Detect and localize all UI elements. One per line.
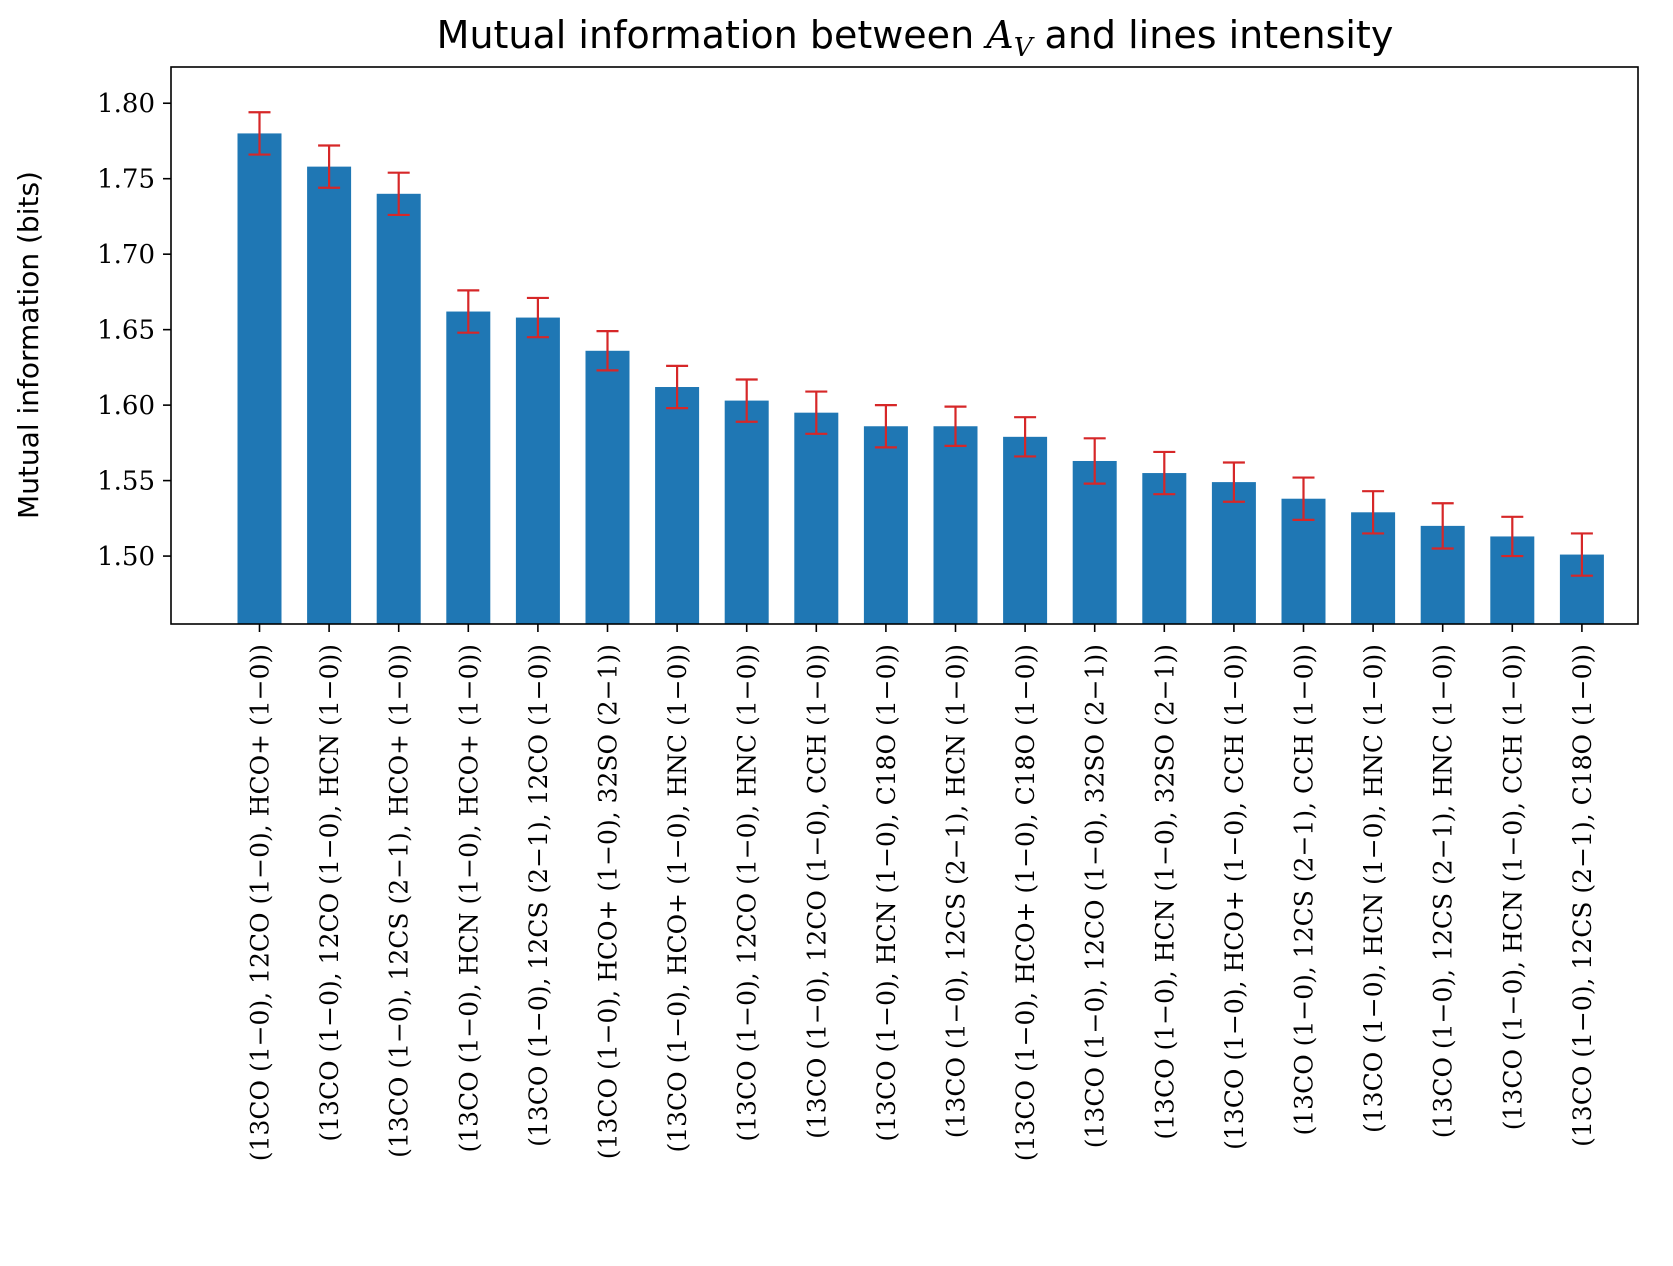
x-tick-label-18: (13CO (1−0), 12CS (2−1), HNC (1−0)): [1429, 644, 1458, 1138]
x-tick-label-15: (13CO (1−0), HCO+ (1−0), CCH (1−0)): [1220, 644, 1249, 1150]
bar-15: [1211, 482, 1256, 624]
bar-7: [655, 387, 700, 624]
error-bar-20: [1570, 532, 1593, 577]
x-tick-label-5: (13CO (1−0), 12CS (2−1), 12CO (1−0)): [524, 644, 553, 1147]
error-bar-9: [805, 390, 828, 435]
x-tick-label-7: (13CO (1−0), HCO+ (1−0), HNC (1−0)): [663, 644, 692, 1153]
x-tick-label-17: (13CO (1−0), HCN (1−0), HNC (1−0)): [1359, 644, 1388, 1133]
error-bar-17: [1362, 490, 1385, 535]
x-tick-label-12: (13CO (1−0), HCO+ (1−0), C18O (1−0)): [1011, 644, 1040, 1161]
error-bar-19: [1501, 515, 1524, 558]
y-tick-label-7: 1.80: [97, 89, 155, 119]
bar-4: [446, 311, 491, 624]
x-tick-label-3: (13CO (1−0), 12CS (2−1), HCO+ (1−0)): [385, 644, 414, 1158]
bar-2: [307, 166, 352, 624]
y-axis-label: Mutual information (bits): [12, 171, 45, 519]
y-tick-label-5: 1.70: [97, 240, 155, 270]
error-bar-7: [666, 364, 689, 410]
bar-11: [933, 426, 978, 624]
bar-14: [1142, 473, 1187, 624]
x-tick-label-19: (13CO (1−0), HCN (1−0), CCH (1−0)): [1498, 644, 1527, 1130]
error-bar-10: [874, 404, 897, 449]
chart-title-prefix: Mutual information between: [437, 13, 987, 57]
x-tick-label-6: (13CO (1−0), HCO+ (1−0), 32SO (2−1)): [594, 644, 623, 1159]
x-tick-label-10: (13CO (1−0), HCN (1−0), C18O (1−0)): [872, 644, 901, 1142]
y-tick-label-1: 1.50: [97, 542, 155, 572]
error-bar-3: [387, 171, 410, 217]
axes-frame: [170, 66, 1639, 625]
bar-5: [515, 317, 560, 624]
error-bar-18: [1431, 502, 1454, 550]
error-bar-11: [944, 405, 967, 447]
error-bar-12: [1014, 416, 1037, 458]
error-bar-8: [735, 378, 758, 423]
x-tick-label-1: (13CO (1−0), 12CO (1−0), HCO+ (1−0)): [246, 644, 275, 1161]
y-tick-label-4: 1.65: [97, 316, 155, 346]
x-tick-label-2: (13CO (1−0), 12CO (1−0), HCN (1−0)): [315, 644, 344, 1142]
bar-3: [376, 193, 421, 624]
error-bar-5: [526, 296, 549, 339]
error-bar-6: [596, 330, 619, 372]
x-tick-label-16: (13CO (1−0), 12CS (2−1), CCH (1−0)): [1290, 644, 1319, 1136]
bar-10: [863, 426, 908, 624]
y-tick-label-6: 1.75: [97, 165, 155, 195]
error-bar-1: [248, 111, 271, 156]
bar-13: [1072, 460, 1117, 624]
x-tick-label-13: (13CO (1−0), 12CO (1−0), 32SO (2−1)): [1081, 644, 1110, 1148]
error-bar-2: [318, 144, 341, 189]
chart-title-suffix: and lines intensity: [1032, 13, 1393, 57]
x-tick-label-14: (13CO (1−0), HCN (1−0), 32SO (2−1)): [1150, 644, 1179, 1140]
y-tick-label-2: 1.55: [97, 467, 155, 497]
plot-area: 1.50 1.55 1.60 1.65 1.70 1.75 1.80 (13CO (1−0),…: [97, 66, 1639, 1161]
error-bar-4: [457, 289, 480, 334]
bar-12: [1003, 436, 1048, 624]
error-bar-15: [1222, 461, 1245, 503]
y-tick-label-3: 1.60: [97, 391, 155, 421]
x-tick-label-8: (13CO (1−0), 12CO (1−0), HNC (1−0)): [733, 644, 762, 1142]
x-tick-label-11: (13CO (1−0), 12CS (2−1), HCN (1−0)): [942, 644, 971, 1138]
x-tick-label-20: (13CO (1−0), 12CS (2−1), C18O (1−0)): [1568, 644, 1597, 1147]
chart-title-math-var: A: [983, 13, 1013, 57]
bar-9: [794, 412, 839, 624]
chart-title: Mutual information between AV and lines …: [437, 13, 1394, 63]
x-tick-label-9: (13CO (1−0), 12CO (1−0), CCH (1−0)): [802, 644, 831, 1139]
bar-6: [585, 350, 630, 624]
error-bar-14: [1153, 450, 1176, 496]
error-bar-13: [1083, 437, 1106, 485]
bar-1: [237, 133, 282, 624]
bar-8: [724, 400, 769, 624]
x-tick-label-4: (13CO (1−0), HCN (1−0), HCO+ (1−0)): [454, 644, 483, 1153]
chart-title-math-sub: V: [1014, 33, 1035, 63]
error-bar-16: [1292, 476, 1315, 521]
